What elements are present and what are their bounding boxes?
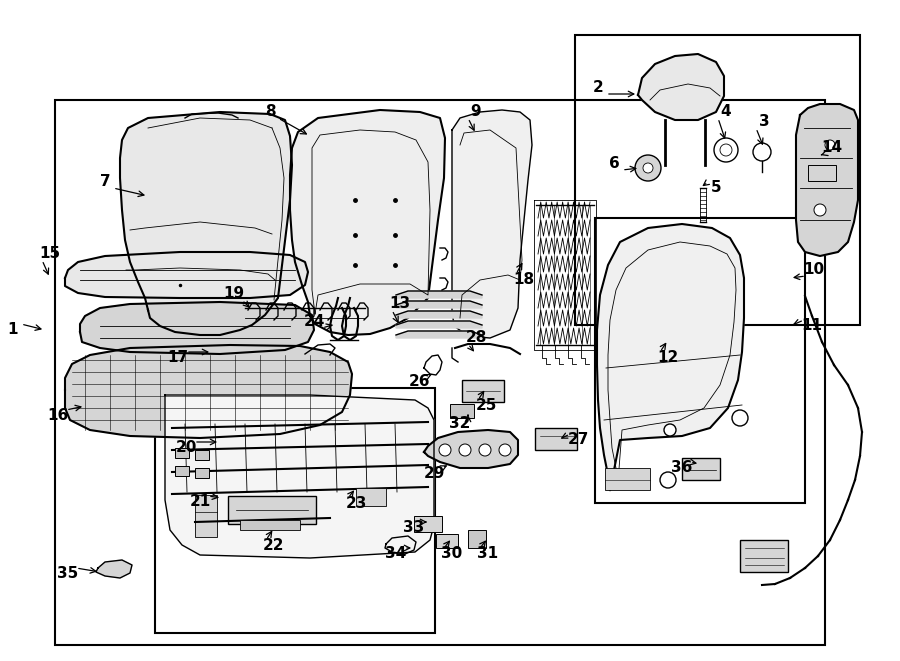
Text: 28: 28 (465, 330, 487, 346)
Text: 6: 6 (608, 157, 619, 171)
Text: 7: 7 (100, 175, 111, 190)
Text: 23: 23 (346, 496, 366, 512)
Circle shape (714, 138, 738, 162)
Text: 14: 14 (822, 141, 842, 155)
Polygon shape (396, 301, 482, 308)
Polygon shape (452, 110, 532, 338)
Bar (595, 218, 805, 503)
Circle shape (459, 444, 471, 456)
Polygon shape (96, 560, 132, 578)
Bar (462, 380, 504, 402)
Text: 22: 22 (263, 539, 284, 553)
Bar (195, 495, 217, 537)
Bar (414, 516, 442, 532)
Text: 34: 34 (385, 547, 407, 561)
Polygon shape (396, 331, 482, 338)
Bar (356, 488, 386, 506)
Text: 5: 5 (711, 180, 721, 196)
Text: 9: 9 (471, 104, 482, 120)
Text: 10: 10 (804, 262, 824, 278)
Text: 3: 3 (759, 114, 769, 130)
Polygon shape (638, 54, 724, 120)
Bar (195, 450, 209, 460)
Text: 4: 4 (721, 104, 732, 120)
Text: 12: 12 (657, 350, 679, 366)
Bar (468, 530, 486, 548)
Bar (808, 165, 836, 181)
Bar (175, 448, 189, 458)
Text: 33: 33 (403, 520, 425, 535)
Text: 19: 19 (223, 286, 245, 301)
Text: 30: 30 (441, 547, 463, 561)
Text: 29: 29 (423, 467, 445, 481)
Polygon shape (396, 311, 482, 318)
Text: 18: 18 (513, 272, 535, 288)
Bar (450, 404, 474, 418)
Text: 11: 11 (802, 319, 823, 334)
Polygon shape (597, 224, 744, 490)
Polygon shape (80, 302, 314, 354)
Polygon shape (796, 104, 858, 256)
Bar (605, 468, 650, 490)
Polygon shape (65, 345, 352, 438)
Text: 26: 26 (410, 375, 431, 389)
Bar (740, 540, 788, 572)
Circle shape (814, 204, 826, 216)
Circle shape (439, 444, 451, 456)
Text: 16: 16 (48, 408, 68, 424)
Text: 36: 36 (671, 461, 693, 475)
Polygon shape (424, 430, 518, 468)
Circle shape (479, 444, 491, 456)
Text: 25: 25 (475, 399, 497, 414)
Text: 1: 1 (8, 323, 18, 338)
Bar (228, 496, 316, 524)
Circle shape (643, 163, 653, 173)
Text: 20: 20 (176, 440, 197, 455)
Bar (195, 468, 209, 478)
Text: 24: 24 (303, 315, 325, 329)
Bar (682, 458, 720, 480)
Text: 32: 32 (449, 416, 471, 432)
Text: 15: 15 (40, 247, 60, 262)
Circle shape (825, 140, 835, 150)
Circle shape (499, 444, 511, 456)
Bar (240, 520, 300, 530)
Circle shape (732, 410, 748, 426)
Text: 21: 21 (189, 494, 211, 510)
Text: 35: 35 (58, 566, 78, 582)
Bar (155, 388, 435, 633)
Circle shape (660, 472, 676, 488)
Polygon shape (65, 252, 308, 298)
Polygon shape (396, 291, 482, 298)
Polygon shape (120, 112, 292, 335)
Text: 27: 27 (567, 432, 589, 447)
Text: 31: 31 (477, 547, 499, 561)
Polygon shape (290, 110, 445, 335)
Bar (575, 35, 860, 325)
Bar (535, 428, 577, 450)
Circle shape (664, 424, 676, 436)
Polygon shape (165, 395, 434, 558)
Circle shape (753, 143, 771, 161)
Circle shape (720, 144, 732, 156)
Text: 13: 13 (390, 297, 410, 311)
Bar (175, 466, 189, 476)
Polygon shape (396, 321, 482, 328)
Bar (436, 534, 458, 548)
Bar (55, 100, 825, 645)
Text: 17: 17 (167, 350, 189, 366)
Circle shape (635, 155, 661, 181)
Text: 2: 2 (592, 81, 603, 95)
Text: 8: 8 (265, 104, 275, 120)
